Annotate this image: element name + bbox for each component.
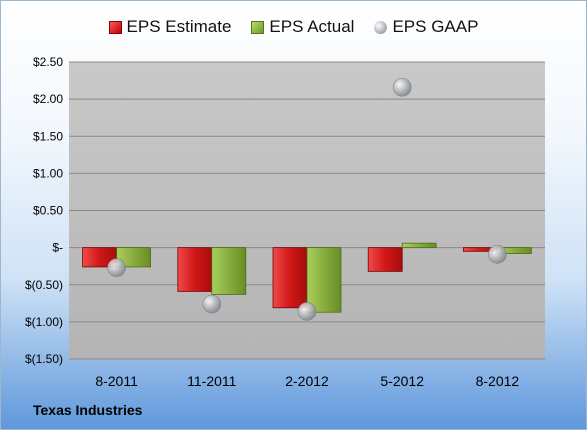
bars — [82, 242, 532, 313]
y-tick-label: $1.50 — [33, 129, 63, 143]
legend-label-actual: EPS Actual — [269, 17, 355, 36]
x-tick-label: 8-2011 — [95, 373, 138, 389]
gaap-marker — [392, 77, 412, 97]
legend-item-estimate: EPS Estimate — [108, 17, 232, 37]
gaap-marker — [488, 245, 507, 264]
y-tick-label: $- — [52, 241, 63, 255]
legend-item-gaap: EPS GAAP — [374, 17, 478, 37]
gaap-marker — [202, 294, 222, 314]
gaap-markers — [107, 77, 507, 321]
y-tick-label: $(1.00) — [25, 315, 63, 329]
estimate-bar — [367, 247, 403, 272]
y-axis-labels: $2.50 $2.00 $1.50 $1.00 $0.50 $- $(0.50) $(1.00… — [25, 55, 63, 366]
legend-swatch-actual — [251, 20, 265, 34]
legend-swatch-estimate — [108, 20, 122, 34]
legend: EPS Estimate EPS Actual EPS GAAP — [0, 17, 587, 37]
legend-label-estimate: EPS Estimate — [126, 17, 232, 36]
y-tick-label: $1.00 — [33, 166, 63, 180]
actual-bar — [211, 247, 247, 295]
company-name: Texas Industries — [33, 402, 143, 418]
x-tick-label: 5-2012 — [380, 373, 424, 389]
legend-item-actual: EPS Actual — [251, 17, 354, 37]
estimate-bar — [177, 247, 213, 292]
actual-bar — [401, 242, 437, 249]
y-tick-label: $(1.50) — [25, 352, 63, 366]
legend-label-gaap: EPS GAAP — [392, 17, 479, 36]
y-tick-label: $0.50 — [33, 204, 63, 218]
gaap-marker — [297, 302, 317, 321]
x-axis-labels: 8-2011 11-2011 2-2012 5-2012 8-2012 — [95, 373, 519, 389]
x-tick-label: 2-2012 — [285, 373, 329, 389]
actual-bar — [116, 247, 151, 268]
estimate-bar — [272, 247, 308, 309]
x-tick-label: 8-2012 — [476, 373, 520, 389]
gaap-marker — [107, 258, 126, 277]
actual-bar — [306, 247, 342, 313]
y-tick-label: $2.00 — [33, 92, 63, 106]
y-tick-label: $2.50 — [33, 55, 63, 69]
x-tick-label: 11-2011 — [187, 373, 237, 389]
y-tick-label: $(0.50) — [25, 278, 63, 292]
legend-swatch-gaap — [374, 20, 388, 34]
